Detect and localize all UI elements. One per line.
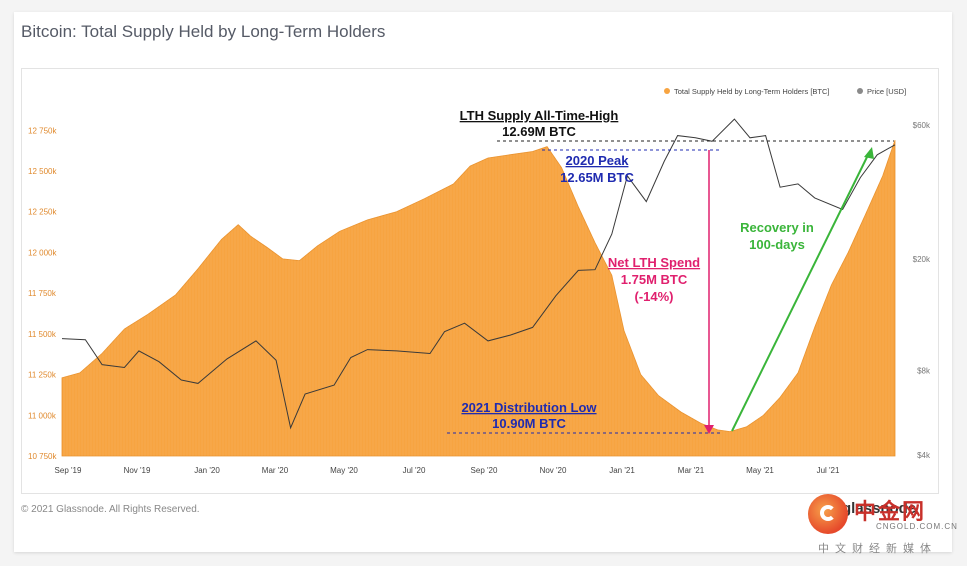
x-tick-label: May '21 [746, 466, 774, 475]
legend-price-label: Price [USD] [867, 87, 906, 96]
x-tick-label: Jul '21 [817, 466, 840, 475]
y-right-tick-label: $60k [913, 121, 931, 130]
annotation-labels: LTH Supply All-Time-High 12.69M BTC 2020… [460, 108, 814, 431]
x-tick-label: Mar '21 [678, 466, 705, 475]
x-tick-label: Jan '21 [609, 466, 635, 475]
y-right-tick-label: $20k [913, 255, 931, 264]
chart-container: glassnode Total Supply Held by Long-Term… [21, 68, 939, 494]
y-left-tick-label: 12 250k [28, 208, 57, 217]
lth-supply-chart: glassnode Total Supply Held by Long-Term… [28, 87, 931, 475]
low-value: 10.90M BTC [492, 416, 566, 431]
y-left-tick-label: 12 000k [28, 248, 57, 257]
recovery-label: Recovery in [740, 220, 814, 235]
price-line-layer [61, 118, 896, 430]
supply-area-layer [61, 114, 896, 457]
y-right-tick-label: $4k [917, 451, 931, 460]
spend-arrow-head [704, 425, 714, 434]
x-tick-label: Mar '20 [262, 466, 289, 475]
x-tick-label: Nov '20 [540, 466, 567, 475]
low-label: 2021 Distribution Low [461, 400, 597, 415]
recovery-arrow-line [731, 152, 870, 432]
y-left-tick-label: 12 750k [28, 126, 57, 135]
spend-extra: (-14%) [634, 289, 673, 304]
x-tick-label: Nov '19 [124, 466, 151, 475]
x-tick-label: May '20 [330, 466, 358, 475]
cngold-logo-subtitle: 中文财经新媒体 [818, 542, 937, 555]
peak-value: 12.65M BTC [560, 170, 634, 185]
y-left-tick-label: 11 750k [28, 289, 57, 298]
y-left-tick-label: 10 750k [28, 452, 57, 461]
legend: Total Supply Held by Long-Term Holders [… [664, 87, 906, 96]
x-tick-label: Jan '20 [194, 466, 220, 475]
ath-value: 12.69M BTC [502, 124, 576, 139]
ath-label: LTH Supply All-Time-High [460, 108, 619, 123]
y-left-tick-label: 11 250k [28, 371, 57, 380]
y-left-tick-label: 11 500k [28, 330, 57, 339]
cngold-logo: 中金网 CNGOLD.COM.CN 中文财经新媒体 [808, 488, 958, 558]
annotation-guides [447, 140, 894, 434]
glassnode-brand: glassnode [842, 500, 917, 517]
cngold-logo-icon [808, 494, 848, 534]
page-title: Bitcoin: Total Supply Held by Long-Term … [21, 22, 386, 41]
axes-layer: Sep '19 Nov '19 Jan '20 Mar '20 May '20 Jul '… [28, 121, 931, 475]
copyright: © 2021 Glassnode. All Rights Reserved. [21, 504, 200, 515]
spend-value: 1.75M BTC [621, 272, 688, 287]
x-tick-label: Jul '20 [403, 466, 426, 475]
cngold-logo-name: 中金网 [854, 500, 927, 525]
x-tick-label: Sep '19 [55, 466, 82, 475]
y-right-tick-label: $8k [917, 367, 931, 376]
peak-label: 2020 Peak [566, 153, 630, 168]
legend-price-swatch [857, 88, 863, 94]
recovery-value: 100-days [749, 237, 805, 252]
cngold-logo-url: CNGOLD.COM.CN [876, 522, 958, 531]
legend-supply-label: Total Supply Held by Long-Term Holders [… [674, 87, 829, 96]
recovery-arrow-head [864, 147, 874, 159]
price-line [61, 118, 896, 430]
supply-area [61, 139, 896, 457]
y-left-tick-label: 11 000k [28, 411, 57, 420]
y-left-tick-label: 12 500k [28, 167, 57, 176]
legend-supply-swatch [664, 88, 670, 94]
x-tick-label: Sep '20 [471, 466, 498, 475]
spend-label: Net LTH Spend [608, 255, 700, 270]
